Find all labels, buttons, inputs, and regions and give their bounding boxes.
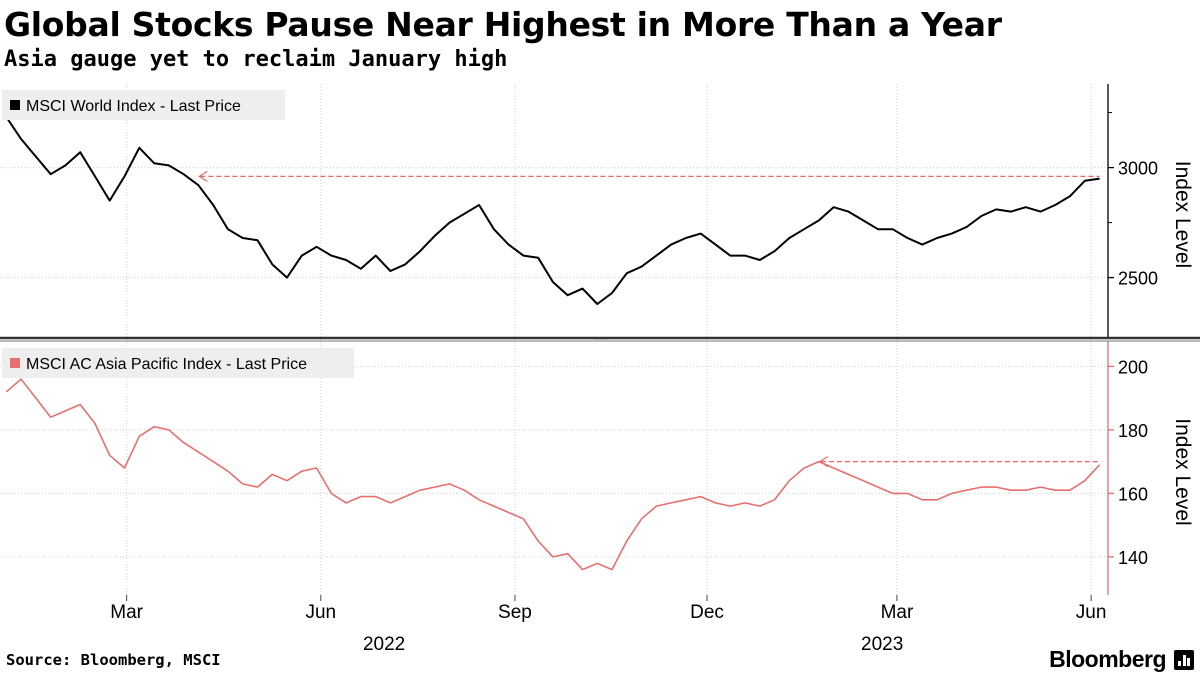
y-tick-label: 140 xyxy=(1118,548,1148,568)
y-tick-label: 2500 xyxy=(1118,269,1158,289)
x-tick-label: Sep xyxy=(498,602,532,623)
asia-panel: 140 160 180 200 Index Level MSCI AC Asia Paci… xyxy=(0,341,1194,595)
world-index-line xyxy=(5,116,1100,305)
bloomberg-terminal-icon xyxy=(1174,650,1194,670)
legend-box xyxy=(2,90,285,120)
legend-label: MSCI World Index - Last Price xyxy=(26,98,241,115)
y-tick-label: 180 xyxy=(1118,421,1148,441)
chart-subtitle: Asia gauge yet to reclaim January high xyxy=(4,47,508,72)
x-tick-label: Mar xyxy=(881,602,914,623)
source-note: Source: Bloomberg, MSCI xyxy=(6,651,221,669)
legend-swatch xyxy=(10,100,20,110)
x-tick-label: Dec xyxy=(690,602,724,623)
x-year-label: 2022 xyxy=(363,634,405,655)
world-panel: 2500 3000 Index Level MSCI World Index - La… xyxy=(0,84,1194,337)
x-tick-label: Jun xyxy=(1076,602,1107,623)
y-axis-title: Index Level xyxy=(1171,418,1194,525)
x-tick-label: Mar xyxy=(110,602,143,623)
y-tick-label: 160 xyxy=(1118,484,1148,504)
y-tick-label: 3000 xyxy=(1118,159,1158,179)
legend-swatch xyxy=(10,358,20,368)
y-axis-title: Index Level xyxy=(1171,161,1194,268)
x-tick-label: Jun xyxy=(305,602,336,623)
y-tick-label: 200 xyxy=(1118,357,1148,377)
chart-title: Global Stocks Pause Near Highest in More… xyxy=(4,5,1002,44)
bloomberg-logo: Bloomberg xyxy=(1049,646,1166,672)
x-year-label: 2023 xyxy=(861,634,903,655)
asia-index-line xyxy=(5,378,1101,571)
legend-label: MSCI AC Asia Pacific Index - Last Price xyxy=(26,356,307,373)
reference-arrowhead xyxy=(198,170,208,182)
legend-box xyxy=(2,348,354,378)
